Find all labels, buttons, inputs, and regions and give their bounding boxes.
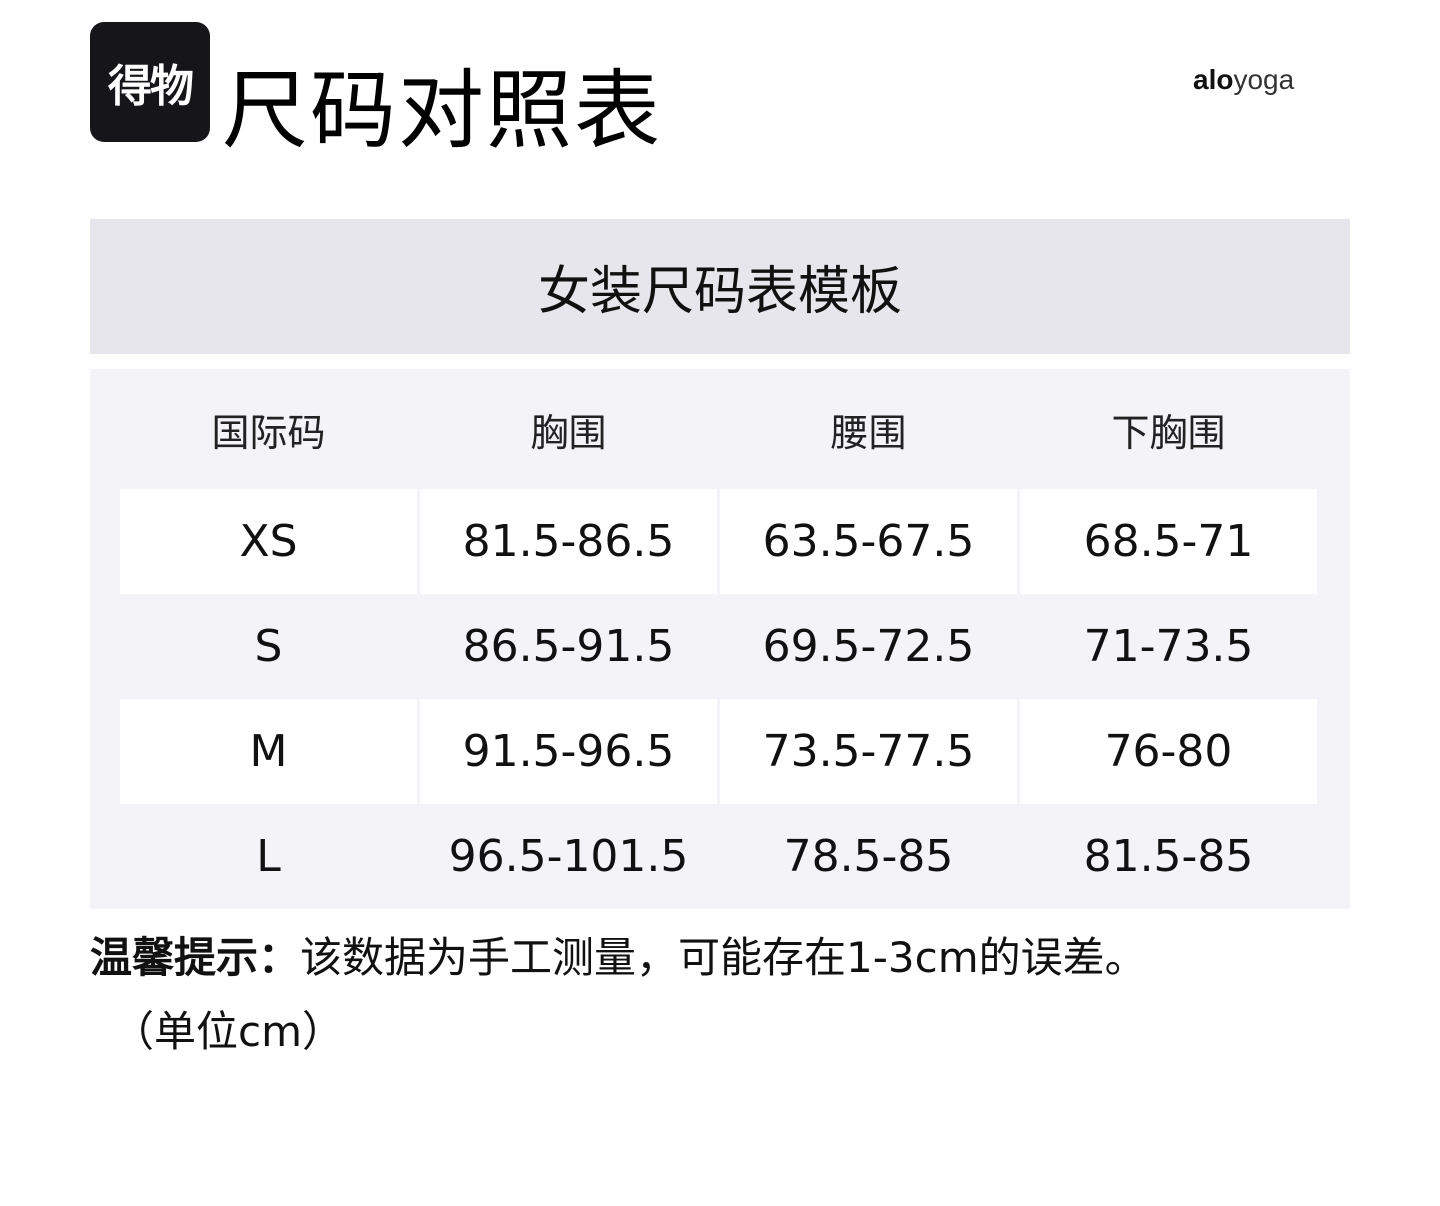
table-cell: XS (120, 489, 417, 594)
table-cell: 76-80 (1020, 699, 1317, 804)
table-cell: 81.5-86.5 (420, 489, 717, 594)
table-cell: 71-73.5 (1083, 621, 1254, 672)
table-cell: 68.5-71 (1020, 489, 1317, 594)
chart-title: 女装尺码表模板 (90, 219, 1350, 354)
unit-note: （单位cm） (112, 1007, 345, 1056)
brand-light: yoga (1233, 64, 1295, 95)
table-row: XS 81.5-86.5 63.5-67.5 68.5-71 (120, 489, 1320, 594)
column-header: 国际码 (211, 410, 326, 455)
column-header: 腰围 (830, 410, 907, 455)
column-header: 胸围 (530, 410, 607, 455)
measurement-note: 温馨提示：该数据为手工测量，可能存在1-3cm的误差。 (90, 928, 1147, 988)
table-row: L 96.5-101.5 78.5-85 81.5-85 (120, 804, 1320, 909)
table-cell: 86.5-91.5 (462, 621, 675, 672)
table-cell: 96.5-101.5 (448, 831, 689, 882)
brand-logo: aloyoga (1193, 64, 1294, 96)
column-header: 下胸围 (1111, 410, 1226, 455)
brand-bold: alo (1193, 64, 1234, 95)
table-cell: 69.5-72.5 (762, 621, 975, 672)
table-cell: M (120, 699, 417, 804)
page-title: 尺码对照表 (222, 61, 662, 161)
table-cell: 81.5-85 (1083, 831, 1254, 882)
table-cell: 78.5-85 (783, 831, 954, 882)
table-cell: 91.5-96.5 (420, 699, 717, 804)
table-cell: S (254, 621, 283, 672)
note-label: 温馨提示： (90, 933, 301, 982)
table-cell: 63.5-67.5 (720, 489, 1017, 594)
table-cell: 73.5-77.5 (720, 699, 1017, 804)
size-table: 国际码 胸围 腰围 下胸围 XS 81.5-86.5 63.5-67.5 68.… (90, 369, 1350, 909)
table-cell: L (256, 831, 281, 882)
table-row: M 91.5-96.5 73.5-77.5 76-80 (120, 699, 1320, 804)
note-text: 该数据为手工测量，可能存在1-3cm的误差。 (300, 933, 1147, 982)
dewu-logo: 得物 (90, 22, 210, 142)
table-row: S 86.5-91.5 69.5-72.5 71-73.5 (120, 594, 1320, 699)
